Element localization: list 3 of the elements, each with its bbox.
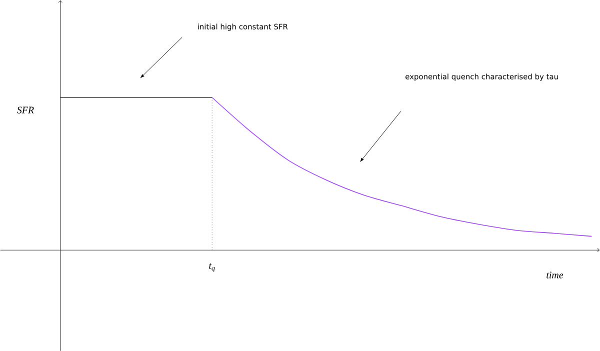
text: t$_{q}$ [209,263,215,272]
x-axis-title: time [546,272,564,278]
y-axis-title: SFR [17,106,34,114]
